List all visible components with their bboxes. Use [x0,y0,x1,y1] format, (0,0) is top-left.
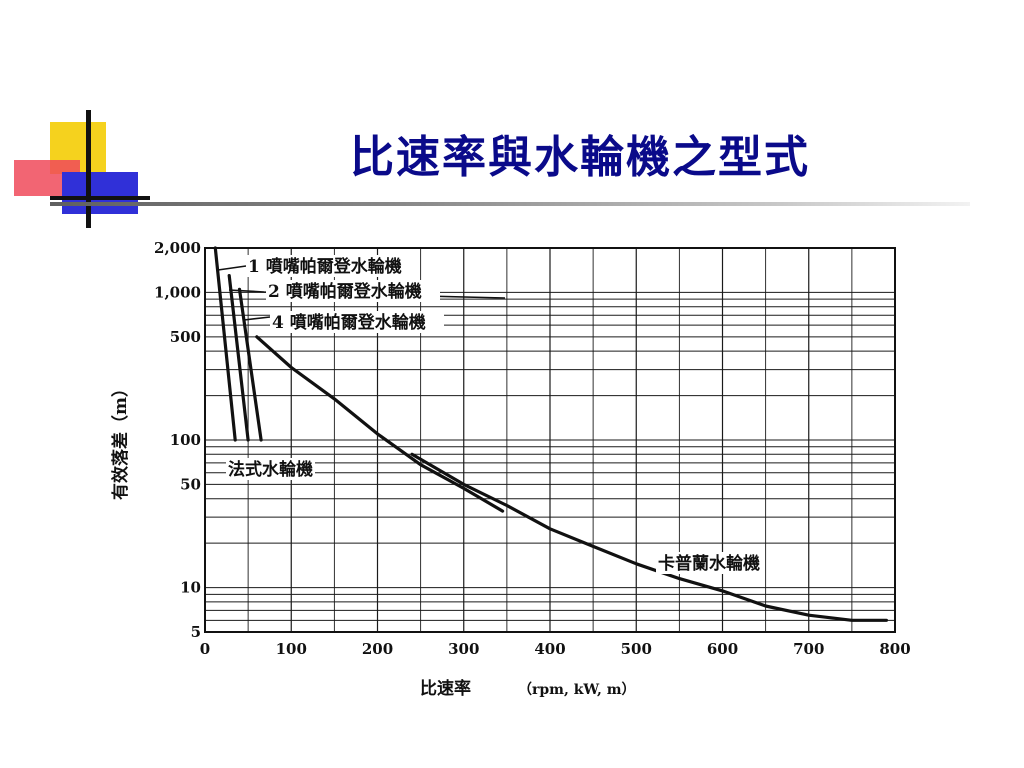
title-underline [50,202,970,206]
series-line-4 [255,335,505,513]
x-tick-label: 200 [362,640,393,658]
plot-frame [204,247,896,633]
annotation-label: 卡普蘭水輪機 [658,553,760,574]
annotation-label: 法式水輪機 [228,459,313,480]
x-tick-label: 400 [534,640,565,658]
y-axis-title: 有效落差（m） [110,380,131,500]
annotation-leader-3 [243,316,271,321]
y-tick-label: 1,000 [154,283,201,301]
series-line-3 [237,287,263,442]
y-tick-label: 2,000 [154,239,201,257]
annotation-background [266,280,440,302]
slide-title: 比速率與水輪機之型式 [350,132,810,183]
annotation-label: 4 噴嘴帕爾登水輪機 [272,312,426,333]
y-tick-label: 100 [170,431,201,449]
y-tick-label: 10 [180,579,201,597]
x-tick-label: 800 [879,640,910,658]
x-tick-label: 0 [200,640,210,658]
x-tick-label: 600 [707,640,738,658]
annotation-label: 1 噴嘴帕爾登水輪機 [248,256,402,277]
y-tick-label: 500 [170,328,201,346]
series-line-1 [213,246,237,442]
annotation-label: 2 噴嘴帕爾登水輪機 [268,281,422,302]
y-tick-label: 50 [180,475,201,493]
x-tick-label: 700 [793,640,824,658]
x-tick-label: 500 [621,640,652,658]
y-tick-label: 5 [191,623,201,641]
slide-corner-decoration-icon [14,110,150,228]
x-axis-unit: （rpm, kW, m） [518,682,636,698]
annotation-background [656,552,762,574]
x-axis-title: 比速率 [420,678,471,699]
annotation-background [246,255,420,277]
annotation-background [226,458,315,480]
annotation-leader-1 [217,265,247,271]
annotation-background [270,311,444,333]
x-tick-label: 300 [448,640,479,658]
x-tick-label: 100 [276,640,307,658]
series-line-2 [227,274,250,442]
series-line-5 [410,452,888,622]
